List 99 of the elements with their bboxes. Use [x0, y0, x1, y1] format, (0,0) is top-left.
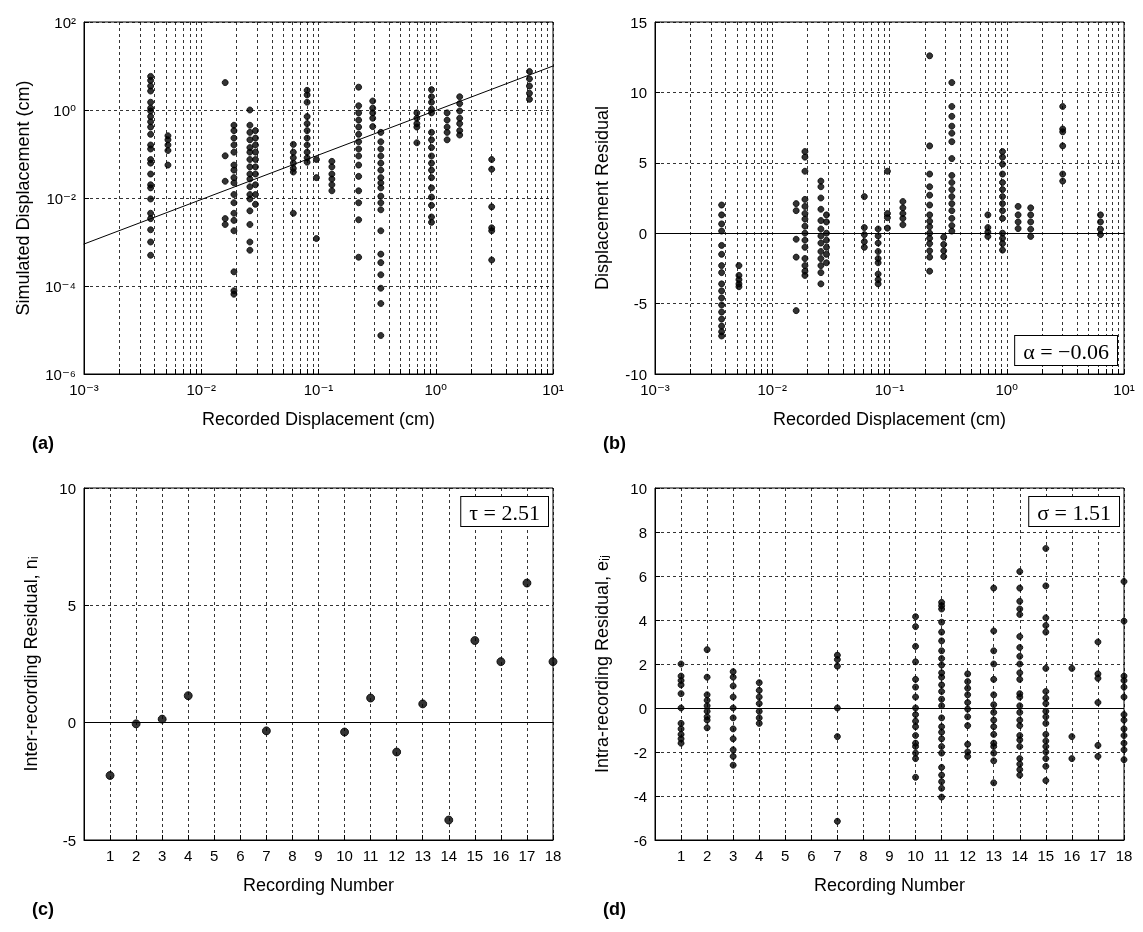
y-tick-label: -5 [62, 831, 76, 849]
x-tick-label: 7 [262, 847, 271, 864]
point [418, 699, 428, 709]
x-tick-label: 17 [1089, 847, 1107, 864]
x-tick-label: 5 [210, 847, 219, 864]
x-tick-label: 8 [288, 847, 297, 864]
y-tick-label: 10 [630, 83, 647, 101]
x-tick-label: 18 [1115, 847, 1133, 864]
x-tick-label: 3 [157, 847, 167, 864]
point [392, 747, 402, 757]
y-tick-label: 8 [638, 523, 647, 541]
y-tick-label: 0 [67, 714, 76, 732]
text: (b) [603, 433, 626, 453]
x-tick-label: 7 [833, 847, 842, 864]
x-tick-label: 10⁰ [424, 381, 448, 398]
y-tick-label: 0 [638, 224, 647, 242]
x-tick-label: 17 [518, 847, 536, 864]
point [157, 714, 167, 724]
y-tick-label: -2 [633, 743, 647, 761]
text: (a) [32, 433, 54, 453]
x-axis-title: Recording Number [242, 875, 395, 895]
x-axis-title: Recorded Displacement (cm) [201, 409, 436, 429]
x-tick-label: 15 [466, 847, 484, 864]
y-tick-label: 15 [630, 13, 647, 31]
x-tick-label: 5 [781, 847, 790, 864]
y-tick-label: 10⁻⁶ [45, 365, 76, 383]
x-tick-label: 10⁻³ [69, 381, 99, 398]
x-tick-label: 16 [492, 847, 510, 864]
y-tick-label: 10 [630, 479, 647, 497]
x-tick-label: 11 [933, 847, 950, 864]
y-tick-label: 4 [638, 611, 647, 629]
y-tick-label: 2 [638, 655, 647, 673]
y-tick-label: 10 [59, 479, 76, 497]
x-tick-label: 15 [1037, 847, 1055, 864]
point [444, 815, 454, 825]
x-tick-label: 18 [544, 847, 562, 864]
x-tick-label: 10⁰ [995, 381, 1019, 398]
x-tick-label: 10⁻² [757, 381, 788, 398]
x-tick-label: 6 [807, 847, 816, 864]
x-tick-label: 14 [1011, 847, 1029, 864]
point [522, 578, 532, 588]
point [105, 770, 115, 780]
x-tick-label: 10¹ [542, 381, 564, 398]
point [496, 657, 506, 667]
x-tick-label: 9 [885, 847, 894, 864]
y-tick-label: 10² [54, 13, 76, 31]
point [131, 719, 141, 729]
x-tick-label: 10 [336, 847, 353, 864]
x-tick-label: 2 [131, 847, 141, 864]
y-axis-title: Simulated Displacement (cm) [13, 80, 33, 316]
point [366, 693, 376, 703]
text: (d) [603, 899, 626, 919]
x-tick-label: 10⁻¹ [303, 381, 334, 398]
y-tick-label: -4 [633, 787, 647, 805]
point [340, 727, 350, 737]
y-axis-title: Intra-recording Residual, eᵢⱼ [592, 554, 612, 774]
x-tick-label: 4 [184, 847, 193, 864]
y-tick-label: -5 [633, 295, 647, 313]
x-tick-label: 10⁻³ [640, 381, 670, 398]
x-tick-label: 9 [314, 847, 323, 864]
x-tick-label: 10 [907, 847, 924, 864]
annotation: τ = 2.51 [469, 499, 540, 525]
y-tick-label: -6 [633, 831, 647, 849]
point [548, 657, 558, 667]
x-tick-label: 12 [959, 847, 977, 864]
x-tick-label: 14 [440, 847, 458, 864]
x-tick-label: 4 [755, 847, 764, 864]
point [261, 726, 271, 736]
annotation: α = −0.06 [1023, 338, 1109, 364]
x-tick-label: 10¹ [1113, 381, 1135, 398]
x-tick-label: 13 [414, 847, 432, 864]
text: (c) [32, 899, 54, 919]
x-tick-label: 2 [702, 847, 712, 864]
x-tick-label: 13 [985, 847, 1003, 864]
x-tick-label: 3 [728, 847, 738, 864]
y-axis-title: Inter-recording Residual, nᵢ [21, 556, 41, 772]
x-tick-label: 1 [105, 847, 115, 864]
x-tick-label: 1 [676, 847, 686, 864]
y-tick-label: 10⁻² [46, 189, 76, 207]
x-tick-label: 11 [362, 847, 379, 864]
y-tick-label: 6 [638, 567, 647, 585]
x-axis-title: Recording Number [813, 875, 966, 895]
x-tick-label: 12 [388, 847, 406, 864]
point [470, 636, 480, 646]
x-tick-label: 6 [236, 847, 245, 864]
y-tick-label: -10 [625, 365, 647, 383]
x-tick-label: 16 [1063, 847, 1081, 864]
y-tick-label: 10⁰ [53, 101, 76, 119]
x-axis-title: Recorded Displacement (cm) [772, 409, 1007, 429]
x-tick-label: 10⁻² [186, 381, 217, 398]
y-tick-label: 0 [638, 699, 647, 717]
x-tick-label: 10⁻¹ [874, 381, 905, 398]
annotation: σ = 1.51 [1037, 499, 1112, 525]
y-axis-title: Displacement Residual [592, 105, 612, 291]
y-tick-label: 5 [67, 596, 76, 614]
y-tick-label: 5 [638, 154, 647, 172]
point [183, 691, 193, 701]
y-tick-label: 10⁻⁴ [44, 277, 76, 295]
x-tick-label: 8 [859, 847, 868, 864]
